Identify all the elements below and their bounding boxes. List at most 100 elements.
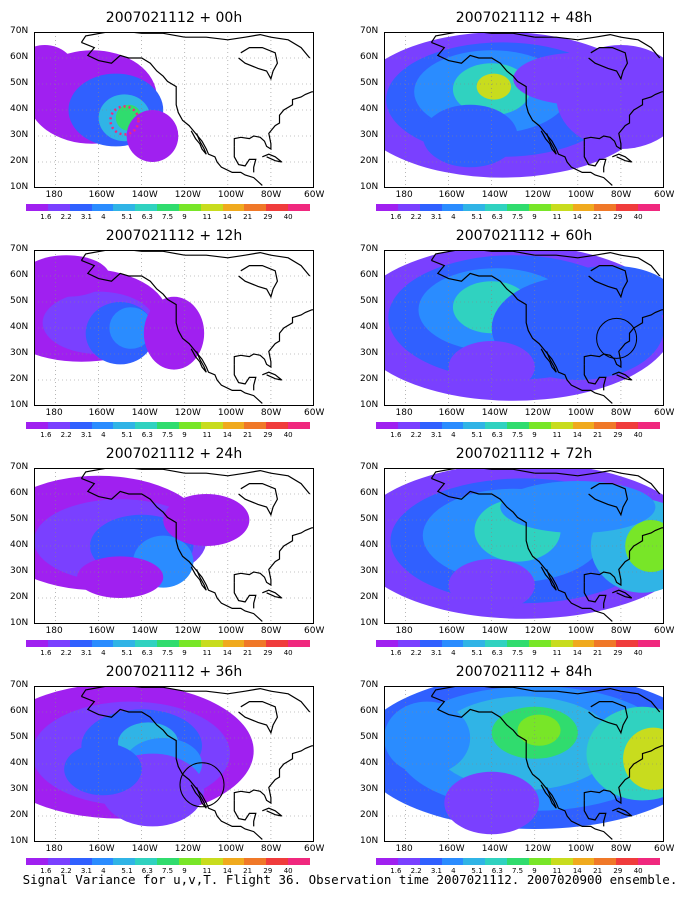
colorbar-label: 21: [593, 867, 603, 875]
y-tick-label: 50N: [10, 78, 29, 88]
variance-contour: [384, 701, 471, 775]
colorbar-label: 14: [222, 867, 232, 875]
y-tick-label: 50N: [360, 732, 379, 742]
colorbar: [376, 640, 660, 647]
y-tick-label: 60N: [10, 52, 29, 62]
x-tick-label: 120W: [174, 190, 201, 200]
map-panel-84h: 2007021112 + 84h 70N 60N 50N 40N 30N 20N 10N 180…: [360, 664, 686, 884]
y-tick-label: 10N: [10, 182, 29, 192]
x-tick-label: 160W: [438, 408, 465, 418]
x-tick-label: 100W: [567, 190, 594, 200]
colorbar-label: 1.6: [390, 649, 402, 657]
colorbar-swatch: [178, 640, 201, 647]
coastline: [430, 468, 535, 479]
plot-frame: [384, 468, 664, 624]
colorbar-label: 7.5: [512, 867, 524, 875]
y-tick-label: 30N: [10, 784, 29, 794]
verification-region-marker: [596, 317, 638, 359]
x-tick-label: 140W: [131, 190, 158, 200]
colorbar-label: 14: [572, 213, 582, 221]
variance-contour: [545, 265, 664, 328]
colorbar-label: 29: [613, 649, 623, 657]
x-tick-label: 100W: [217, 190, 244, 200]
colorbar-swatch: [463, 422, 486, 429]
plot-frame: [34, 468, 314, 624]
colorbar-swatch: [178, 422, 201, 429]
x-tick-label: 160W: [438, 626, 465, 636]
colorbar: [26, 640, 310, 647]
colorbar-label: 2.2: [60, 649, 72, 657]
coastline: [238, 701, 279, 735]
coastline: [583, 309, 664, 369]
variance-map: [34, 468, 314, 624]
observation-target-marker: [109, 105, 140, 136]
x-tick-label: 100W: [567, 844, 594, 854]
panel-title: 2007021112 + 84h: [455, 664, 593, 680]
colorbar-label: 29: [263, 213, 273, 221]
x-tick-label: 180: [395, 190, 413, 200]
colorbar-swatch: [135, 640, 158, 647]
variance-map: [34, 32, 314, 188]
colorbar-swatch: [528, 640, 551, 647]
colorbar-swatch: [485, 858, 508, 865]
colorbar-swatch: [200, 640, 223, 647]
colorbar-label: 11: [202, 213, 212, 221]
colorbar-label: 21: [243, 431, 253, 439]
colorbar-swatch: [419, 422, 442, 429]
colorbar-swatch: [178, 204, 201, 211]
x-tick-label: 180: [395, 844, 413, 854]
colorbar-label: 14: [572, 867, 582, 875]
colorbar-label: 21: [243, 649, 253, 657]
colorbar: [376, 204, 660, 211]
colorbar-swatch: [69, 204, 92, 211]
colorbar-swatch: [91, 858, 114, 865]
colorbar-label: 2.2: [60, 213, 72, 221]
map-panel-12h: 2007021112 + 12h 70N 60N 50N 40N 30N 20N 10N 180…: [10, 228, 336, 448]
x-tick-label: 160W: [438, 190, 465, 200]
x-tick-label: 160W: [88, 190, 115, 200]
y-tick-label: 60N: [360, 488, 379, 498]
x-tick-label: 140W: [131, 626, 158, 636]
y-tick-label: 60N: [10, 270, 29, 280]
colorbar-swatch: [244, 640, 267, 647]
coastline: [233, 309, 314, 369]
colorbar-swatch: [157, 640, 179, 647]
x-tick-label: 140W: [131, 408, 158, 418]
colorbar-label: 6.3: [491, 867, 503, 875]
colorbar-swatch: [594, 204, 617, 211]
y-tick-label: 10N: [10, 618, 29, 628]
coastline: [233, 745, 314, 805]
colorbar-swatch: [266, 422, 289, 429]
y-tick-label: 10N: [360, 400, 379, 410]
coastline: [81, 695, 263, 840]
y-tick-label: 70N: [10, 462, 29, 472]
coastline: [583, 745, 664, 805]
plot-frame: [384, 32, 664, 188]
colorbar-label: 14: [222, 431, 232, 439]
y-tick-label: 50N: [10, 296, 29, 306]
colorbar-swatch: [463, 640, 486, 647]
colorbar-label: 4: [451, 431, 456, 439]
y-tick-label: 20N: [10, 592, 29, 602]
colorbar-label: 40: [283, 649, 293, 657]
colorbar-swatch: [113, 640, 136, 647]
coastline: [262, 153, 283, 163]
panel-title: 2007021112 + 60h: [455, 228, 593, 244]
colorbar-swatch: [638, 858, 660, 865]
colorbar-label: 9: [532, 649, 537, 657]
coastline: [540, 784, 557, 809]
colorbar-swatch: [47, 858, 70, 865]
map-panel-48h: 2007021112 + 48h 70N 60N 50N 40N 30N 20N 10N 180…: [360, 10, 686, 230]
coastline: [588, 701, 629, 735]
coastline: [81, 477, 263, 622]
colorbar-swatch: [157, 204, 179, 211]
y-tick-label: 30N: [360, 348, 379, 358]
colorbar-label: 2.2: [60, 867, 72, 875]
x-tick-label: 140W: [481, 408, 508, 418]
colorbar-swatch: [376, 640, 398, 647]
colorbar-label: 14: [222, 649, 232, 657]
colorbar-label: 4: [101, 213, 106, 221]
colorbar-label: 29: [613, 213, 623, 221]
map-panel-24h: 2007021112 + 24h 70N 60N 50N 40N 30N 20N 10N 180…: [10, 446, 336, 666]
y-tick-label: 50N: [360, 514, 379, 524]
